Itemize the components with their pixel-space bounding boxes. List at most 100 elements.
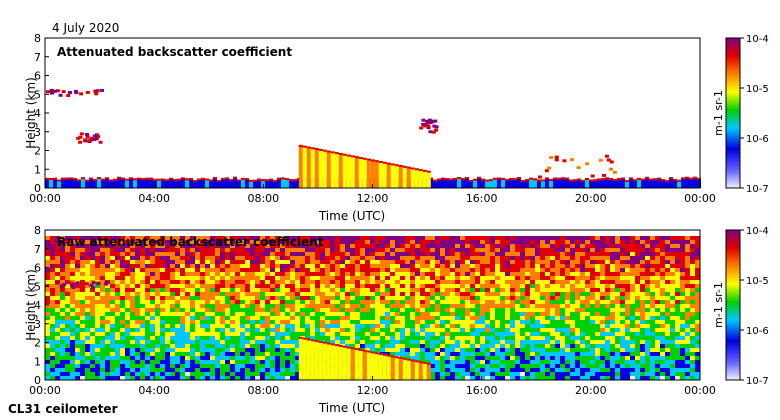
noise-cell <box>570 316 575 320</box>
noise-cell <box>190 340 195 344</box>
noise-cell <box>135 320 140 324</box>
noise-cell <box>115 240 120 244</box>
noise-cell <box>290 336 295 340</box>
noise-cell <box>245 356 250 360</box>
noise-cell <box>660 296 665 300</box>
noise-cell <box>205 272 210 276</box>
noise-cell <box>305 240 310 244</box>
noise-cell <box>485 272 490 276</box>
boundary-layer-column <box>557 177 561 188</box>
boundary-layer-top <box>673 179 677 182</box>
boundary-layer-top <box>693 176 697 179</box>
boundary-layer-top <box>81 177 85 180</box>
noise-cell <box>405 304 410 308</box>
noise-cell <box>460 248 465 252</box>
noise-cell <box>590 292 595 296</box>
noise-cell <box>470 284 475 288</box>
noise-cell <box>335 284 340 288</box>
noise-cell <box>65 356 70 360</box>
noise-cell <box>560 280 565 284</box>
noise-cell <box>220 252 225 256</box>
cloud-patch <box>432 124 437 128</box>
noise-cell <box>80 348 85 352</box>
noise-cell <box>275 252 280 256</box>
noise-cell <box>45 316 50 320</box>
noise-cell <box>240 256 245 260</box>
noise-cell <box>660 284 665 288</box>
noise-cell <box>400 352 405 356</box>
noise-cell <box>500 360 505 364</box>
noise-cell <box>45 376 50 380</box>
noise-cell <box>555 348 560 352</box>
noise-cell <box>130 272 135 276</box>
noise-cell <box>205 368 210 372</box>
noise-cell <box>170 340 175 344</box>
noise-cell <box>55 304 60 308</box>
noise-cell <box>380 236 385 240</box>
noise-cell <box>395 244 400 248</box>
boundary-layer-top <box>289 179 293 182</box>
noise-cell <box>355 300 360 304</box>
noise-cell <box>275 296 280 300</box>
noise-cell <box>270 340 275 344</box>
noise-cell <box>235 352 240 356</box>
noise-cell <box>430 356 435 360</box>
noise-cell <box>385 320 390 324</box>
noise-cell <box>45 352 50 356</box>
noise-cell <box>155 344 160 348</box>
noise-cell <box>160 240 165 244</box>
noise-cell <box>545 364 550 368</box>
noise-cell <box>185 272 190 276</box>
noise-cell <box>640 372 645 376</box>
noise-cell <box>180 332 185 336</box>
noise-cell <box>225 272 230 276</box>
noise-cell <box>205 312 210 316</box>
noise-cell <box>595 272 600 276</box>
noise-cell <box>45 332 50 336</box>
noise-cell <box>50 276 55 280</box>
noise-cell <box>165 280 170 284</box>
noise-cell <box>210 288 215 292</box>
noise-cell <box>90 344 95 348</box>
noise-cell <box>165 316 170 320</box>
noise-cell <box>180 372 185 376</box>
noise-cell <box>165 324 170 328</box>
noise-cell <box>245 276 250 280</box>
noise-cell <box>530 360 535 364</box>
boundary-layer-column <box>545 177 549 188</box>
noise-cell <box>315 300 320 304</box>
noise-cell <box>110 372 115 376</box>
noise-cell <box>155 264 160 268</box>
noise-cell <box>540 236 545 240</box>
noise-cell <box>200 300 205 304</box>
noise-cell <box>465 348 470 352</box>
noise-cell <box>620 376 625 380</box>
boundary-layer-column <box>153 178 157 188</box>
noise-cell <box>125 276 130 280</box>
noise-cell <box>355 324 360 328</box>
boundary-layer-top <box>406 166 411 169</box>
noise-cell <box>585 268 590 272</box>
noise-cell <box>320 260 325 264</box>
noise-cell <box>95 368 100 372</box>
noise-cell <box>330 280 335 284</box>
noise-cell <box>295 248 300 252</box>
noise-cell <box>435 304 440 308</box>
noise-cell <box>580 256 585 260</box>
boundary-layer-top <box>433 179 437 182</box>
noise-cell <box>465 372 470 376</box>
noise-cell <box>555 252 560 256</box>
boundary-layer-top <box>213 177 217 180</box>
noise-cell <box>265 260 270 264</box>
boundary-layer-column <box>529 177 533 188</box>
noise-cell <box>135 360 140 364</box>
noise-cell <box>150 292 155 296</box>
noise-cell <box>635 352 640 356</box>
noise-cell <box>85 264 90 268</box>
noise-cell <box>310 292 315 296</box>
noise-cell <box>465 308 470 312</box>
noise-cell <box>245 284 250 288</box>
noise-cell <box>360 268 365 272</box>
noise-cell <box>490 256 495 260</box>
noise-cell <box>105 348 110 352</box>
